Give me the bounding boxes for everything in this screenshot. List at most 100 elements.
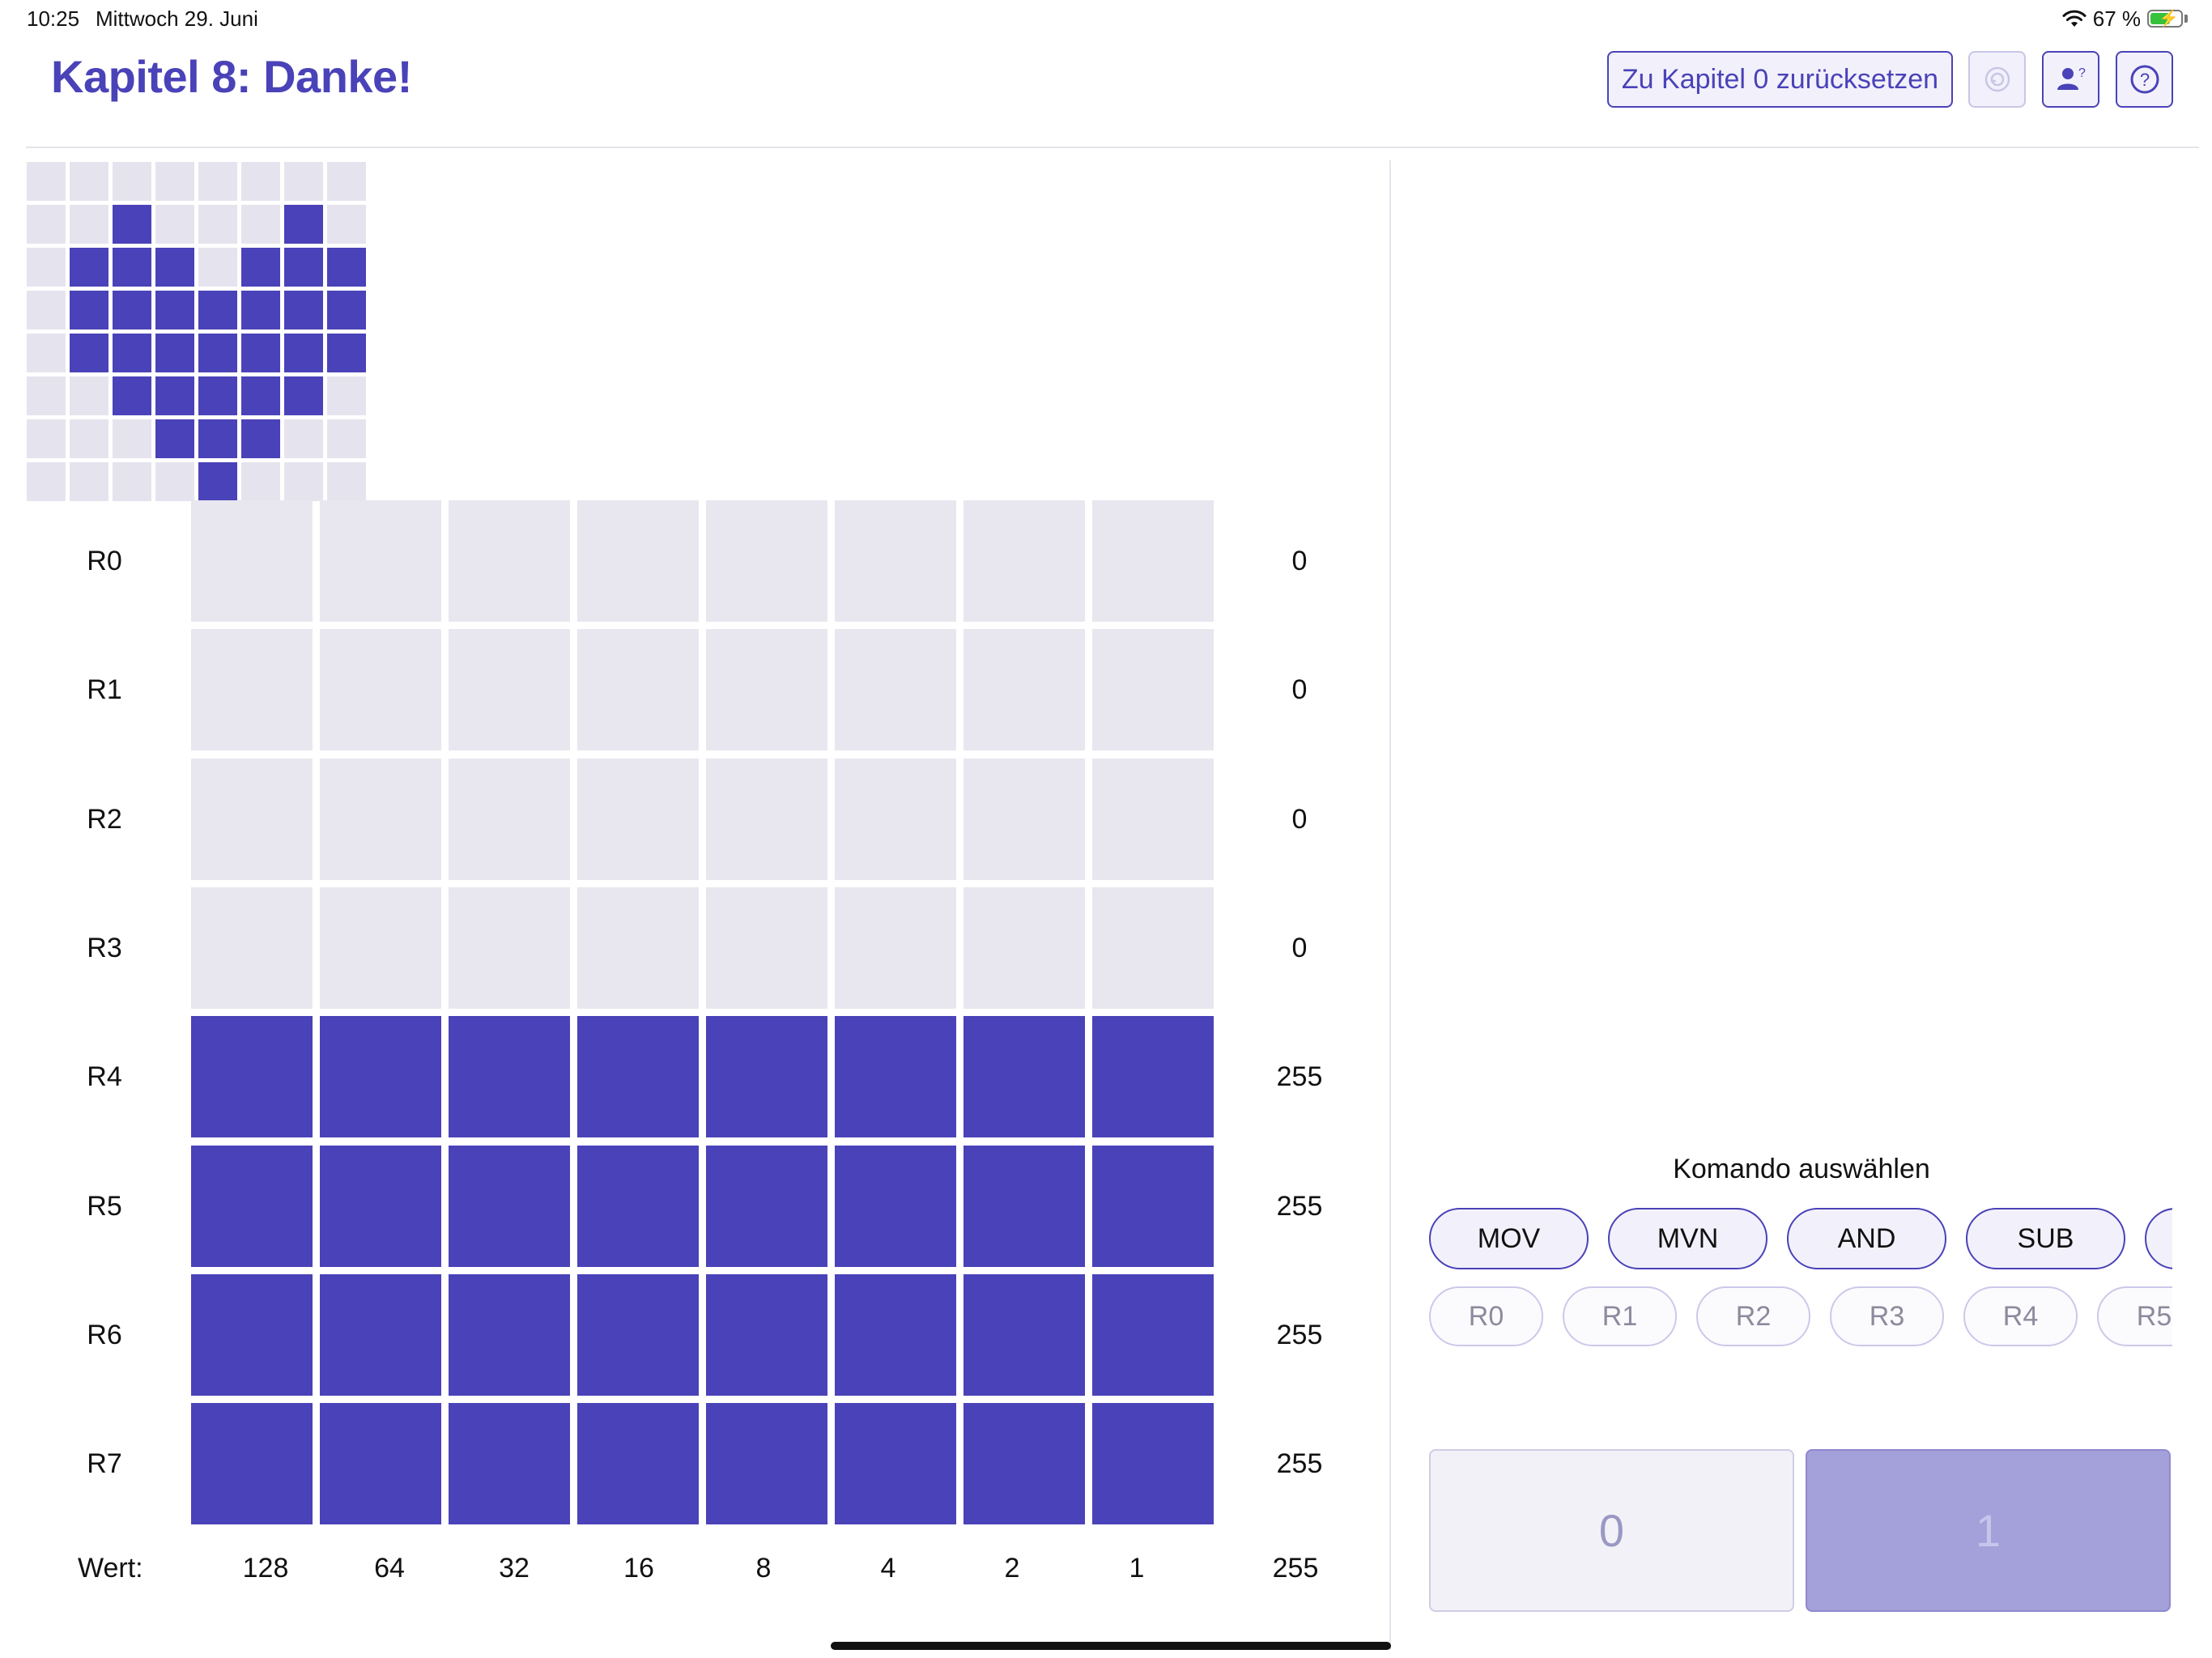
register-bit-cell[interactable] [1092,758,1214,880]
help-button[interactable]: ? [2116,51,2173,108]
register-bit-cell[interactable] [1092,500,1214,622]
register-bit-cell[interactable] [191,758,313,880]
register-chip[interactable]: R1 [1563,1286,1677,1346]
register-chip[interactable]: R4 [1963,1286,2078,1346]
preview-pixel [70,162,108,201]
register-bit-cell[interactable] [1092,886,1214,1009]
preview-pixel [241,248,280,287]
command-chip[interactable]: SUB [1966,1208,2125,1269]
register-bit-cell[interactable] [706,758,827,880]
register-bit-cell[interactable] [577,1403,699,1525]
preview-pixel [198,205,237,244]
register-bit-cell[interactable] [449,500,570,622]
command-chip[interactable]: MVN [1608,1208,1767,1269]
preview-pixel [327,419,366,458]
register-bit-cell[interactable] [449,1016,570,1138]
register-chip[interactable]: R3 [1830,1286,1944,1346]
register-bit-cell[interactable] [191,1403,313,1525]
preview-pixel [113,419,151,458]
register-bit-cell[interactable] [706,1145,827,1267]
register-bit-cell[interactable] [320,500,441,622]
user-help-button[interactable]: ? [2042,51,2099,108]
preview-pixel [70,248,108,287]
register-bit-cell[interactable] [706,1273,827,1396]
register-bit-cell[interactable] [706,886,827,1009]
register-bit-cell[interactable] [706,629,827,751]
register-bit-cell[interactable] [706,1403,827,1525]
preview-pixel [27,462,66,501]
command-chip[interactable]: AND [1787,1208,1946,1269]
register-bit-cell[interactable] [449,1403,570,1525]
register-bit-cell[interactable] [835,1403,956,1525]
register-bit-cell[interactable] [191,629,313,751]
status-time: 10:25 [27,6,80,31]
register-bit-cell[interactable] [1092,1145,1214,1267]
preview-pixel [155,248,194,287]
register-bit-cell[interactable] [320,629,441,751]
register-bit-cell[interactable] [191,1016,313,1138]
register-bit-cell[interactable] [577,886,699,1009]
register-bit-cell[interactable] [577,1016,699,1138]
command-chip[interactable] [2145,1208,2172,1269]
command-panel-title: Komando auswählen [1673,1154,1930,1184]
command-chip[interactable]: MOV [1429,1208,1589,1269]
bit-weight: 16 [623,1553,654,1584]
register-bit-cell[interactable] [320,1016,441,1138]
register-bit-cell[interactable] [577,629,699,751]
register-bit-cell[interactable] [449,886,570,1009]
register-bit-cell[interactable] [963,1016,1085,1138]
preview-pixel [284,419,323,458]
register-bit-cell[interactable] [191,500,313,622]
register-bit-cell[interactable] [320,1403,441,1525]
preview-pixel [327,205,366,244]
status-date: Mittwoch 29. Juni [96,6,258,31]
register-bit-cell[interactable] [963,1145,1085,1267]
preview-pixel [327,162,366,201]
register-bit-cell[interactable] [835,1145,956,1267]
register-bit-cell[interactable] [449,1273,570,1396]
register-bit-cell[interactable] [191,886,313,1009]
bit-zero-button[interactable]: 0 [1429,1449,1794,1612]
register-chip[interactable]: R5 [2097,1286,2172,1346]
register-bit-cell[interactable] [1092,1016,1214,1138]
register-bit-cell[interactable] [963,886,1085,1009]
register-bit-cell[interactable] [320,758,441,880]
register-bit-cell[interactable] [1092,629,1214,751]
register-bit-cell[interactable] [577,500,699,622]
register-value: 0 [1291,546,1308,576]
register-label: R6 [87,1319,122,1350]
register-bit-cell[interactable] [835,500,956,622]
reset-chapter-button[interactable]: Zu Kapitel 0 zurücksetzen [1607,51,1953,108]
register-bit-cell[interactable] [577,1145,699,1267]
register-bit-cell[interactable] [449,758,570,880]
register-chip[interactable]: R2 [1696,1286,1810,1346]
register-bit-cell[interactable] [577,758,699,880]
register-bit-cell[interactable] [835,1273,956,1396]
history-button[interactable] [1968,51,2026,108]
register-bit-cell[interactable] [706,500,827,622]
register-bit-cell[interactable] [835,629,956,751]
register-bit-cell[interactable] [963,1403,1085,1525]
register-bit-cell[interactable] [706,1016,827,1138]
register-bit-cell[interactable] [191,1145,313,1267]
register-bit-cell[interactable] [835,758,956,880]
register-bit-cell[interactable] [1092,1403,1214,1525]
register-bit-cell[interactable] [963,1273,1085,1396]
register-bit-cell[interactable] [963,629,1085,751]
register-bit-cell[interactable] [320,886,441,1009]
preview-pixel [284,248,323,287]
register-bit-cell[interactable] [320,1273,441,1396]
register-bit-cell[interactable] [835,1016,956,1138]
register-bit-cell[interactable] [191,1273,313,1396]
preview-pixel [27,419,66,458]
register-bit-cell[interactable] [320,1145,441,1267]
register-bit-cell[interactable] [577,1273,699,1396]
register-bit-cell[interactable] [963,758,1085,880]
bit-one-button[interactable]: 1 [1806,1449,2171,1612]
register-bit-cell[interactable] [835,886,956,1009]
register-chip[interactable]: R0 [1429,1286,1543,1346]
register-bit-cell[interactable] [449,629,570,751]
register-bit-cell[interactable] [449,1145,570,1267]
register-bit-cell[interactable] [963,500,1085,622]
register-bit-cell[interactable] [1092,1273,1214,1396]
